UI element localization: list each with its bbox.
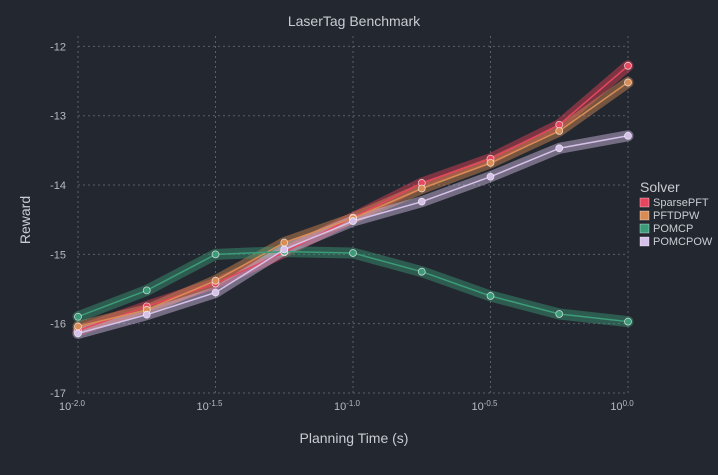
y-tick-label: -15 xyxy=(50,249,66,261)
point-PFTDPW xyxy=(555,127,564,135)
point-POMCP xyxy=(349,249,357,257)
legend-title: Solver xyxy=(640,179,680,195)
y-tick-label: -14 xyxy=(50,180,66,192)
legend-swatch-SparsePFT xyxy=(639,197,650,208)
point-POMCPOW xyxy=(417,197,426,206)
point-PFTDPW xyxy=(211,276,220,285)
point-POMCP xyxy=(555,310,564,318)
data-points xyxy=(74,61,632,338)
legend-label-POMCPOW: POMCPOW xyxy=(653,236,713,248)
x-tick-label: 10-1.5 xyxy=(196,399,223,413)
line-PFTDPW xyxy=(77,81,629,328)
point-POMCPOW xyxy=(142,310,151,319)
confidence-bands xyxy=(72,60,634,339)
band-PFTDPW xyxy=(72,76,634,332)
legend-swatch-POMCPOW xyxy=(639,236,650,247)
y-tick-label: -13 xyxy=(50,111,66,123)
chart-title: LaserTag Benchmark xyxy=(288,13,421,29)
series-lines xyxy=(77,65,629,335)
point-POMCP xyxy=(74,312,82,321)
y-tick-label: -16 xyxy=(50,319,66,331)
point-PFTDPW xyxy=(486,158,495,167)
y-tick-label: -17 xyxy=(50,388,66,400)
point-POMCP xyxy=(624,317,632,326)
legend-swatch-POMCP xyxy=(639,223,650,234)
point-POMCPOW xyxy=(211,288,220,297)
point-POMCPOW xyxy=(555,144,564,153)
legend-label-PFTDPW: PFTDPW xyxy=(653,210,700,222)
point-PFTDPW xyxy=(417,184,426,193)
point-POMCPOW xyxy=(74,329,82,338)
point-PFTDPW xyxy=(624,78,632,87)
x-axis-ticks: 10-2.0 10-1.5 10-1.0 10-0.5 100.0 xyxy=(59,399,634,413)
legend-swatch-PFTDPW xyxy=(639,210,650,221)
point-PFTDPW xyxy=(280,238,289,247)
point-POMCPOW xyxy=(486,172,495,181)
y-axis-title: Reward xyxy=(17,196,33,244)
x-axis-title: Planning Time (s) xyxy=(300,430,409,446)
point-POMCP xyxy=(417,267,426,276)
point-POMCP xyxy=(142,286,151,295)
x-tick-label: 100.0 xyxy=(610,399,634,413)
point-POMCP xyxy=(486,292,495,300)
point-SparsePFT xyxy=(624,61,632,70)
y-tick-label: -12 xyxy=(50,41,66,53)
x-tick-label: 10-1.0 xyxy=(334,399,361,413)
line-SparsePFT xyxy=(77,65,629,332)
point-PFTDPW xyxy=(74,322,82,331)
x-tick-label: 10-2.0 xyxy=(59,399,86,413)
x-tick-label: 10-0.5 xyxy=(471,399,498,413)
point-POMCP xyxy=(211,250,220,259)
y-axis-ticks: -12 -13 -14 -15 -16 -17 xyxy=(50,41,66,400)
band-SparsePFT xyxy=(72,60,634,337)
point-POMCPOW xyxy=(280,245,289,254)
point-POMCPOW xyxy=(349,217,357,225)
legend-label-SparsePFT: SparsePFT xyxy=(653,197,709,209)
point-POMCPOW xyxy=(624,131,632,140)
legend-label-POMCP: POMCP xyxy=(653,223,693,235)
